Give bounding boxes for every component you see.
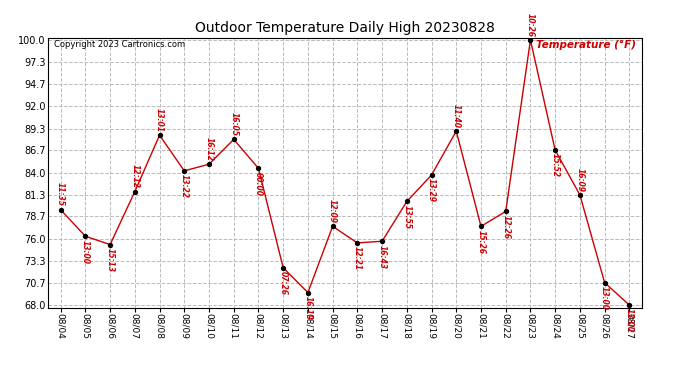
Point bbox=[228, 136, 239, 142]
Point bbox=[624, 302, 635, 308]
Text: Temperature (°F): Temperature (°F) bbox=[535, 40, 635, 50]
Text: 11:40: 11:40 bbox=[452, 104, 461, 128]
Point bbox=[277, 265, 288, 271]
Text: 12:09: 12:09 bbox=[328, 199, 337, 223]
Point bbox=[80, 233, 91, 239]
Text: 13:55: 13:55 bbox=[402, 205, 411, 229]
Text: 15:52: 15:52 bbox=[551, 153, 560, 177]
Text: 07:26: 07:26 bbox=[279, 271, 288, 295]
Text: 13:00: 13:00 bbox=[625, 308, 634, 332]
Point bbox=[327, 224, 338, 230]
Point bbox=[129, 189, 140, 195]
Text: 12:26: 12:26 bbox=[501, 215, 510, 239]
Text: 13:29: 13:29 bbox=[427, 178, 436, 202]
Text: 13:00: 13:00 bbox=[600, 286, 609, 310]
Title: Outdoor Temperature Daily High 20230828: Outdoor Temperature Daily High 20230828 bbox=[195, 21, 495, 35]
Point bbox=[500, 209, 511, 214]
Point bbox=[402, 198, 413, 204]
Point bbox=[451, 128, 462, 134]
Text: 13:01: 13:01 bbox=[155, 108, 164, 132]
Point bbox=[475, 224, 486, 230]
Point bbox=[525, 37, 536, 43]
Text: 16:12: 16:12 bbox=[204, 137, 213, 161]
Text: 11:35: 11:35 bbox=[56, 183, 65, 207]
Point bbox=[55, 207, 66, 213]
Text: 15:13: 15:13 bbox=[106, 248, 115, 272]
Text: 16:09: 16:09 bbox=[575, 168, 584, 192]
Point bbox=[352, 240, 363, 246]
Text: 16:05: 16:05 bbox=[229, 112, 238, 136]
Point bbox=[179, 168, 190, 174]
Text: 16:43: 16:43 bbox=[377, 244, 386, 268]
Text: 00:00: 00:00 bbox=[254, 172, 263, 196]
Point bbox=[426, 172, 437, 178]
Text: 13:00: 13:00 bbox=[81, 240, 90, 264]
Point bbox=[377, 238, 388, 244]
Point bbox=[253, 165, 264, 171]
Text: 16:19: 16:19 bbox=[304, 296, 313, 320]
Point bbox=[302, 290, 313, 296]
Point bbox=[105, 242, 116, 248]
Text: 12:21: 12:21 bbox=[353, 246, 362, 270]
Text: 12:12: 12:12 bbox=[130, 164, 139, 188]
Point bbox=[550, 147, 561, 153]
Point bbox=[204, 161, 215, 167]
Point bbox=[599, 280, 610, 286]
Text: 15:26: 15:26 bbox=[477, 230, 486, 254]
Point bbox=[154, 132, 165, 138]
Text: 13:22: 13:22 bbox=[180, 174, 189, 198]
Text: Copyright 2023 Cartronics.com: Copyright 2023 Cartronics.com bbox=[55, 40, 186, 49]
Point bbox=[574, 192, 585, 198]
Text: 10:26: 10:26 bbox=[526, 13, 535, 37]
